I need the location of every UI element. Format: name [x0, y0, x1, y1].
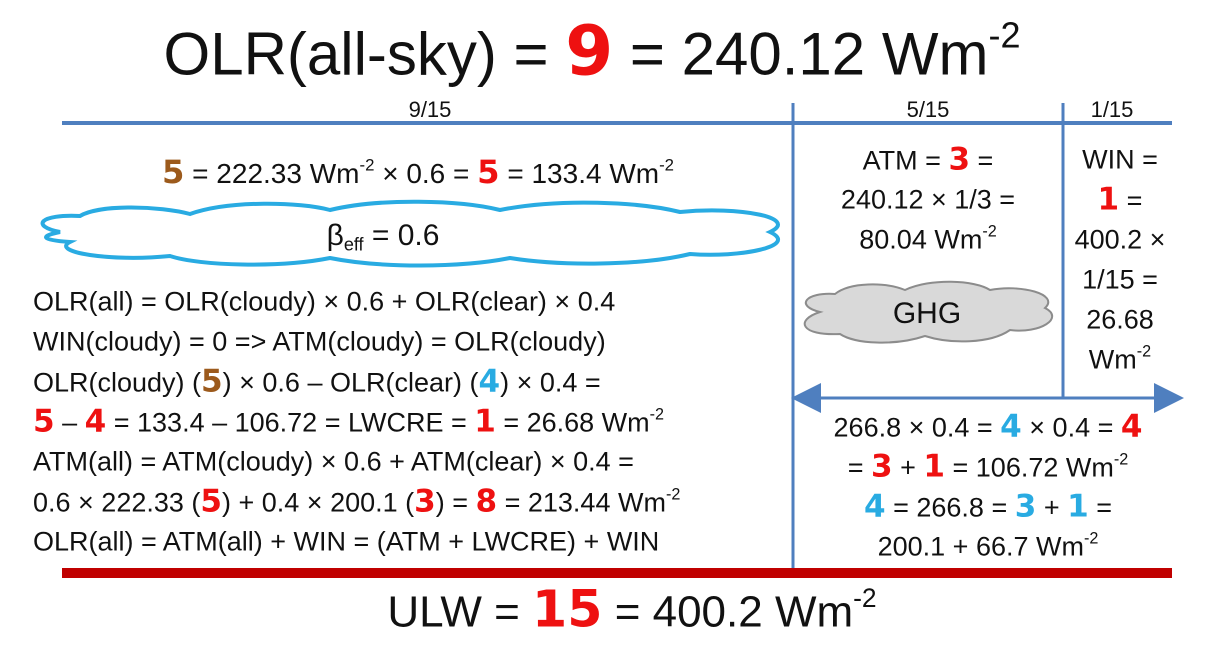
win-text: 1/15 =	[1082, 264, 1158, 295]
superscript: -2	[1136, 342, 1152, 361]
text-run: ) + 0.4 × 200.1 (	[222, 487, 415, 518]
equation: 0.6 × 222.33 (5) + 0.4 × 200.1 (3) = 8 =…	[33, 486, 680, 517]
text-run: ) =	[435, 487, 476, 518]
highlight-number: 4	[1000, 408, 1022, 445]
text-run: = 400.2 Wm	[602, 587, 854, 637]
text-run: =	[970, 145, 994, 176]
highlight-number: 1	[1097, 181, 1120, 218]
win-text: Wm-2	[1088, 343, 1151, 375]
text-run: ATM =	[862, 145, 949, 176]
text-run: =	[847, 452, 872, 483]
cloudy-olr: 5 = 222.33 Wm-2 × 0.6 = 5 = 133.4 Wm-2	[162, 156, 674, 188]
win-text: 1 =	[1098, 184, 1143, 215]
text-run: +	[1036, 492, 1068, 523]
superscript: -2	[649, 405, 665, 424]
atm-text: ATM = 3 =	[863, 144, 994, 175]
text-run: +	[892, 452, 924, 483]
text-run: 266.8 × 0.4 =	[833, 412, 1001, 443]
cloud-label: βeff = 0.6	[326, 219, 440, 255]
text-run: = 26.68 Wm	[495, 407, 650, 438]
text-run: = 266.8 =	[885, 492, 1015, 523]
clear-sky-text: 266.8 × 0.4 = 4 × 0.4 = 4	[834, 411, 1143, 442]
ghg-cloud	[803, 280, 1053, 344]
equation: 5 – 4 = 133.4 – 106.72 = LWCRE = 1 = 26.…	[33, 406, 664, 437]
superscript: -2	[982, 222, 997, 241]
highlight-number: 9	[565, 11, 614, 92]
text-run: ULW =	[387, 587, 533, 637]
equation: OLR(cloudy) (5) × 0.6 – OLR(clear) (4) ×…	[33, 366, 601, 397]
superscript: -2	[359, 155, 375, 175]
text-run: 0.6 × 222.33 (	[33, 487, 201, 518]
text-run: β	[326, 219, 344, 252]
atm-text: 80.04 Wm-2	[859, 223, 996, 255]
cloud	[40, 199, 780, 268]
clear-sky-text: 4 = 266.8 = 3 + 1 =	[864, 491, 1112, 522]
text-run: –	[54, 407, 85, 438]
win-text: 26.68	[1086, 304, 1154, 335]
highlight-number: 5	[201, 363, 223, 400]
text-run: = 213.44 Wm	[497, 487, 666, 518]
highlight-number: 15	[532, 579, 603, 639]
equation: OLR(all) = ATM(all) + WIN = (ATM + LWCRE…	[33, 526, 660, 557]
highlight-number: 5	[161, 152, 185, 191]
win-text: 400.2 ×	[1074, 224, 1166, 255]
equation: OLR(all) = OLR(cloudy) × 0.6 + OLR(clear…	[33, 286, 616, 317]
highlight-number: 1	[474, 403, 496, 440]
text-run: × 0.6 =	[374, 157, 478, 189]
text-run: = 222.33 Wm	[184, 157, 360, 189]
text-run: = 106.72 Wm	[945, 452, 1114, 483]
clear-sky-text: 200.1 + 66.7 Wm-2	[877, 530, 1099, 562]
title: OLR(all-sky) = 9 = 240.12 Wm-2	[163, 14, 1021, 88]
footer: ULW = 15 = 400.2 Wm-2	[387, 582, 877, 637]
highlight-number: 3	[948, 141, 971, 178]
equation: WIN(cloudy) = 0 => ATM(cloudy) = OLR(clo…	[33, 326, 606, 357]
fraction-label: 1/15	[1090, 97, 1134, 122]
text-run: ) × 0.6 – OLR(clear) (	[222, 367, 479, 398]
ghg-label: GHG	[892, 297, 962, 330]
highlight-number: 5	[33, 403, 55, 440]
superscript: -2	[988, 14, 1021, 56]
highlight-number: 4	[1120, 408, 1143, 445]
highlight-number: 1	[1067, 488, 1089, 525]
equation: ATM(all) = ATM(cloudy) × 0.6 + ATM(clear…	[33, 446, 634, 477]
highlight-number: 4	[478, 363, 501, 400]
superscript: -2	[665, 485, 681, 504]
superscript: -2	[1083, 529, 1099, 548]
text-run: = 240.12 Wm	[613, 20, 989, 88]
highlight-number: 5	[200, 483, 222, 520]
text-run: OLR(all-sky) =	[163, 20, 566, 88]
fraction-label: 9/15	[408, 97, 452, 122]
highlight-number: 8	[475, 483, 498, 520]
superscript: -2	[853, 582, 877, 613]
text-run: × 0.4 =	[1021, 412, 1121, 443]
highlight-number: 4	[84, 403, 107, 440]
text-run: = 133.4 – 106.72 = LWCRE =	[106, 407, 475, 438]
highlight-number: 3	[871, 448, 893, 485]
fraction-label: 5/15	[906, 97, 950, 122]
text-run: 200.1 + 66.7 Wm	[877, 531, 1084, 562]
superscript: -2	[659, 155, 675, 175]
text-run: = 0.6	[363, 219, 440, 252]
highlight-number: 5	[477, 152, 500, 191]
highlight-number: 3	[1014, 488, 1037, 525]
text-run: ) × 0.4 =	[500, 367, 601, 398]
highlight-number: 3	[414, 483, 436, 520]
superscript: -2	[1113, 450, 1129, 469]
subscript: eff	[343, 234, 364, 255]
atm-text: 240.12 × 1/3 =	[840, 184, 1016, 215]
text-run: 80.04 Wm	[859, 224, 983, 255]
text-run: Wm	[1088, 344, 1137, 375]
win-text: WIN =	[1082, 144, 1158, 175]
highlight-number: 1	[923, 448, 946, 485]
text-run: =	[1119, 185, 1143, 216]
text-run: = 133.4 Wm	[499, 157, 660, 189]
clear-sky-text: = 3 + 1 = 106.72 Wm-2	[848, 451, 1129, 482]
highlight-number: 4	[864, 488, 886, 525]
text-run: OLR(cloudy) (	[33, 367, 202, 398]
text-run: =	[1088, 492, 1112, 523]
